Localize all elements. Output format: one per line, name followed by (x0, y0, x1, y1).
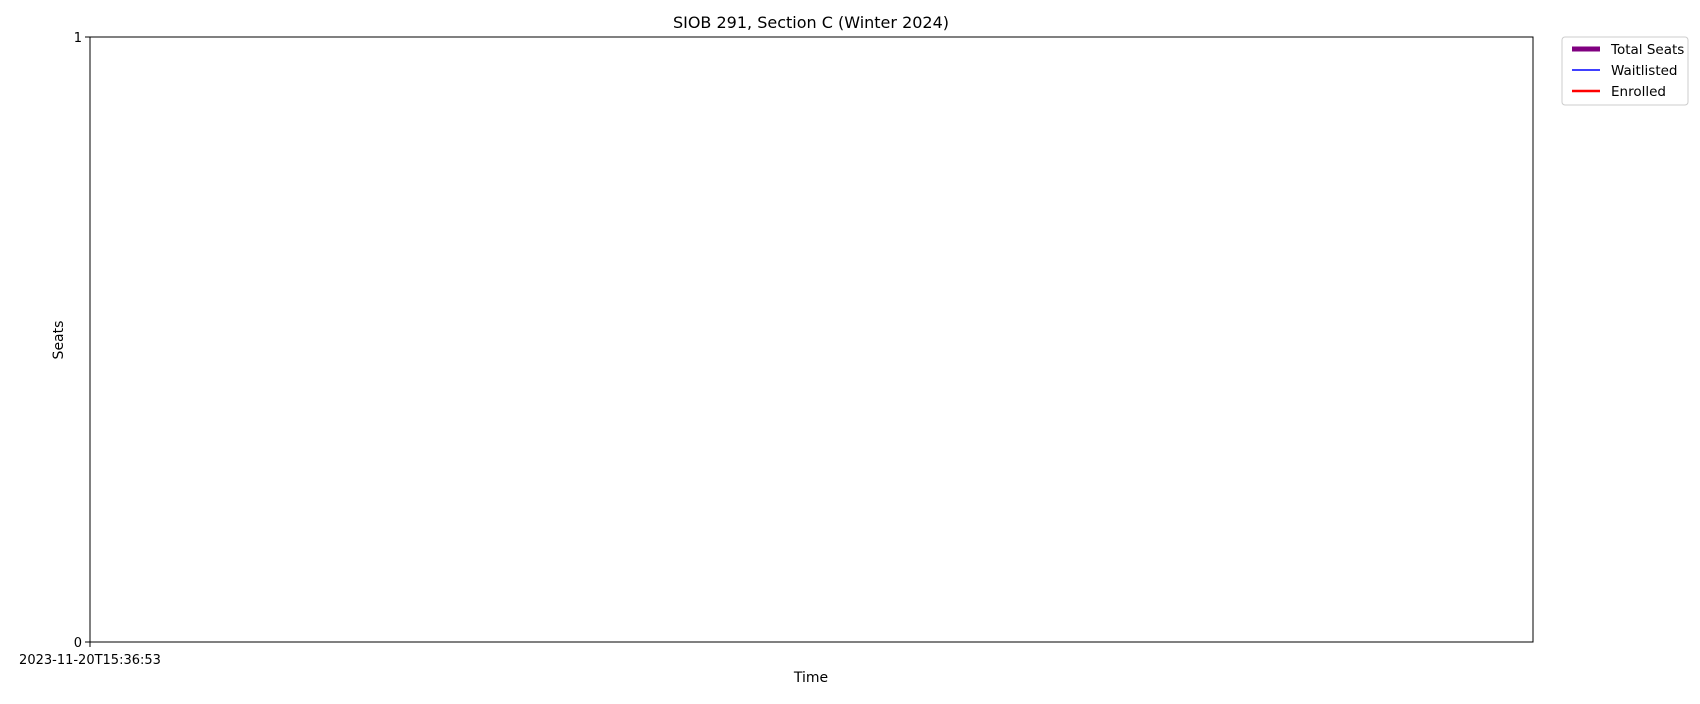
y-axis-ticks: 01 (74, 31, 90, 651)
plot-area (89, 36, 1534, 643)
y-axis-label: Seats (51, 321, 67, 360)
legend-label: Enrolled (1611, 84, 1666, 100)
chart-title: SIOB 291, Section C (Winter 2024) (673, 13, 949, 32)
y-tick-label: 1 (74, 31, 82, 46)
x-axis-label: Time (793, 670, 828, 686)
legend-label: Total Seats (1610, 42, 1684, 58)
legend-box (1561, 36, 1689, 106)
x-tick-label: 2023-11-20T15:36:53 (19, 653, 161, 668)
legend-label: Waitlisted (1611, 63, 1678, 79)
x-axis-ticks: 2023-11-20T15:36:53 (19, 642, 161, 668)
legend: Total Seats Waitlisted Enrolled (1561, 36, 1689, 106)
y-tick-label: 0 (74, 636, 82, 651)
